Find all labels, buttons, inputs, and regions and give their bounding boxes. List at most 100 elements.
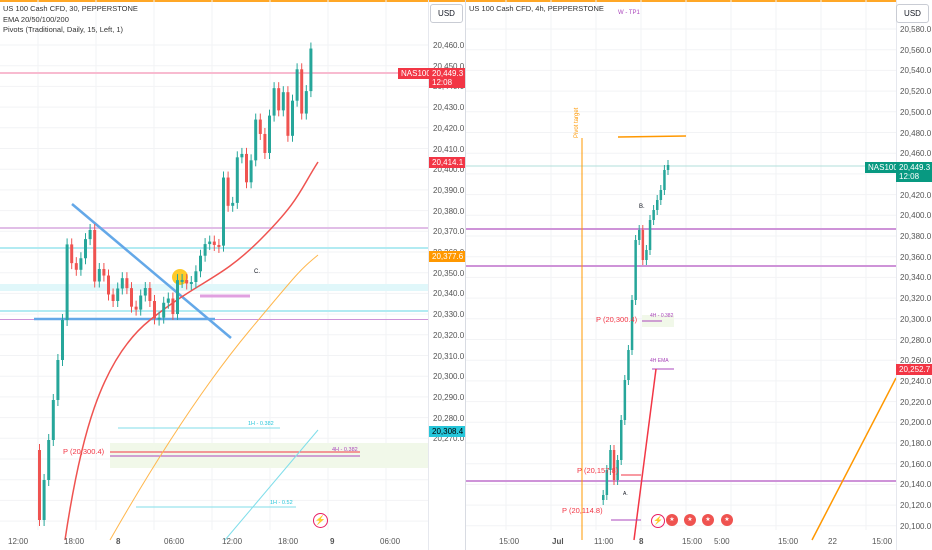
- left-candle: [88, 230, 92, 240]
- right-candle: [609, 450, 612, 470]
- left-candle: [97, 268, 101, 282]
- left-candle: [199, 255, 202, 272]
- left-fib-tag-cyan: 20,308.4: [429, 426, 465, 437]
- right-pivot1-label: P (20,300.4): [596, 315, 638, 324]
- left-ema-tag-orange: 20,377.6: [429, 251, 465, 262]
- left-candle: [51, 400, 55, 440]
- right-candle: [620, 420, 623, 460]
- left-price-value: 20,449.3: [432, 69, 464, 78]
- right-x-tick: Jul: [552, 537, 564, 546]
- left-candle: [107, 275, 110, 295]
- right-candle: [616, 460, 619, 480]
- left-y-tick: 20,300.0: [433, 372, 465, 382]
- left-candle: [93, 230, 97, 282]
- right-a-label: A.: [623, 491, 628, 497]
- right-candle: [627, 350, 630, 380]
- right-pivot-target-label: Pivot target: [574, 107, 580, 138]
- left-candle: [226, 177, 230, 206]
- right-x-tick: 15:00: [778, 537, 799, 546]
- right-candle: [663, 170, 666, 190]
- left-x-tick: 18:00: [64, 537, 85, 546]
- left-candle: [143, 288, 147, 296]
- right-candle: [602, 495, 605, 500]
- left-price-axis-border: [428, 0, 429, 550]
- right-target-line: [617, 135, 687, 138]
- left-candle: [300, 69, 304, 114]
- right-ema-red: [633, 368, 657, 541]
- left-candle: [148, 288, 152, 302]
- left-candle: [157, 317, 161, 320]
- right-y-tick: 20,540.0: [900, 66, 932, 76]
- left-candle: [235, 157, 239, 203]
- right-candle: [652, 210, 655, 220]
- right-ema-label: 4H EMA: [650, 358, 669, 364]
- left-candle: [254, 119, 258, 161]
- left-x-tick: 8: [116, 537, 121, 546]
- left-ema-tag-red: 20,414.1: [429, 157, 465, 168]
- right-flash-icon[interactable]: ⚡: [651, 514, 665, 528]
- left-chart-pane[interactable]: US 100 Cash CFD, 30, PEPPERSTONE EMA 20/…: [0, 0, 466, 550]
- left-candle: [208, 241, 212, 245]
- left-candle: [134, 306, 138, 310]
- right-y-tick: 20,120.0: [900, 501, 932, 511]
- left-1h-fib2-label: 1H - 0.52: [270, 500, 293, 506]
- left-flash-icon[interactable]: ⚡: [313, 513, 328, 528]
- left-candle: [102, 268, 106, 276]
- left-price-tag: 20,449.3 12:08: [429, 68, 465, 88]
- left-currency-button[interactable]: USD: [430, 4, 463, 23]
- left-candle: [47, 440, 51, 480]
- right-y-tick: 20,200.0: [900, 418, 932, 428]
- left-symbol-title[interactable]: US 100 Cash CFD, 30, PEPPERSTONE: [3, 4, 138, 13]
- left-y-tick: 20,410.0: [433, 144, 465, 154]
- left-x-tick: 12:00: [8, 537, 29, 546]
- right-flag-icon-1[interactable]: ★: [666, 514, 678, 526]
- left-candle: [130, 288, 133, 307]
- right-currency-button[interactable]: USD: [896, 4, 929, 23]
- left-candle: [139, 295, 143, 310]
- left-y-tick: 20,350.0: [433, 268, 465, 278]
- left-candle: [281, 92, 285, 111]
- right-flag-icon-4[interactable]: ★: [721, 514, 733, 526]
- left-pivots-indicator[interactable]: Pivots (Traditional, Daily, 15, Left, 1): [3, 25, 124, 34]
- left-candle: [272, 88, 276, 116]
- left-y-tick: 20,420.0: [433, 123, 465, 133]
- left-candle: [203, 244, 207, 256]
- left-pivot-label: P (20,300.4): [63, 447, 105, 456]
- left-candle: [263, 133, 267, 153]
- right-chart-canvas[interactable]: [466, 0, 932, 550]
- right-candle: [638, 230, 641, 240]
- left-candle: [231, 202, 235, 206]
- right-candle: [641, 230, 645, 260]
- left-candle: [240, 153, 244, 158]
- left-y-tick: 20,280.0: [433, 413, 465, 423]
- left-y-tick: 20,330.0: [433, 310, 465, 320]
- left-candle: [277, 88, 281, 111]
- left-candle: [56, 360, 60, 400]
- left-cyan-diagonal: [224, 429, 319, 541]
- left-candle: [185, 279, 189, 284]
- right-y-tick: 20,480.0: [900, 128, 932, 138]
- right-flag-icon-2[interactable]: ★: [684, 514, 696, 526]
- left-candle: [171, 298, 175, 315]
- right-y-tick: 20,220.0: [900, 397, 932, 407]
- right-candle: [656, 200, 659, 210]
- left-x-tick: 9: [330, 537, 335, 546]
- left-candle: [84, 239, 87, 259]
- left-1h-fib-label: 1H - 0.382: [248, 421, 274, 427]
- right-candle: [605, 470, 609, 495]
- left-ema-indicator[interactable]: EMA 20/50/100/200: [3, 14, 69, 24]
- right-symbol-title[interactable]: US 100 Cash CFD, 4h, PEPPERSTONE: [469, 4, 604, 13]
- right-flag-icon-3[interactable]: ★: [702, 514, 714, 526]
- right-candle: [612, 450, 616, 480]
- left-candle: [116, 288, 120, 302]
- left-chart-canvas[interactable]: [0, 0, 465, 550]
- left-candle: [70, 244, 74, 264]
- left-y-tick: 20,310.0: [433, 351, 465, 361]
- right-y-tick: 20,580.0: [900, 25, 932, 34]
- left-trendline: [71, 203, 232, 339]
- right-x-tick: 11:00: [594, 537, 614, 546]
- left-candle: [258, 119, 262, 134]
- right-ema-tag-red: 20,252.7: [896, 364, 932, 375]
- left-cyan-band3: [0, 310, 428, 312]
- right-chart-pane[interactable]: US 100 Cash CFD, 4h, PEPPERSTONE W - TP1…: [466, 0, 932, 550]
